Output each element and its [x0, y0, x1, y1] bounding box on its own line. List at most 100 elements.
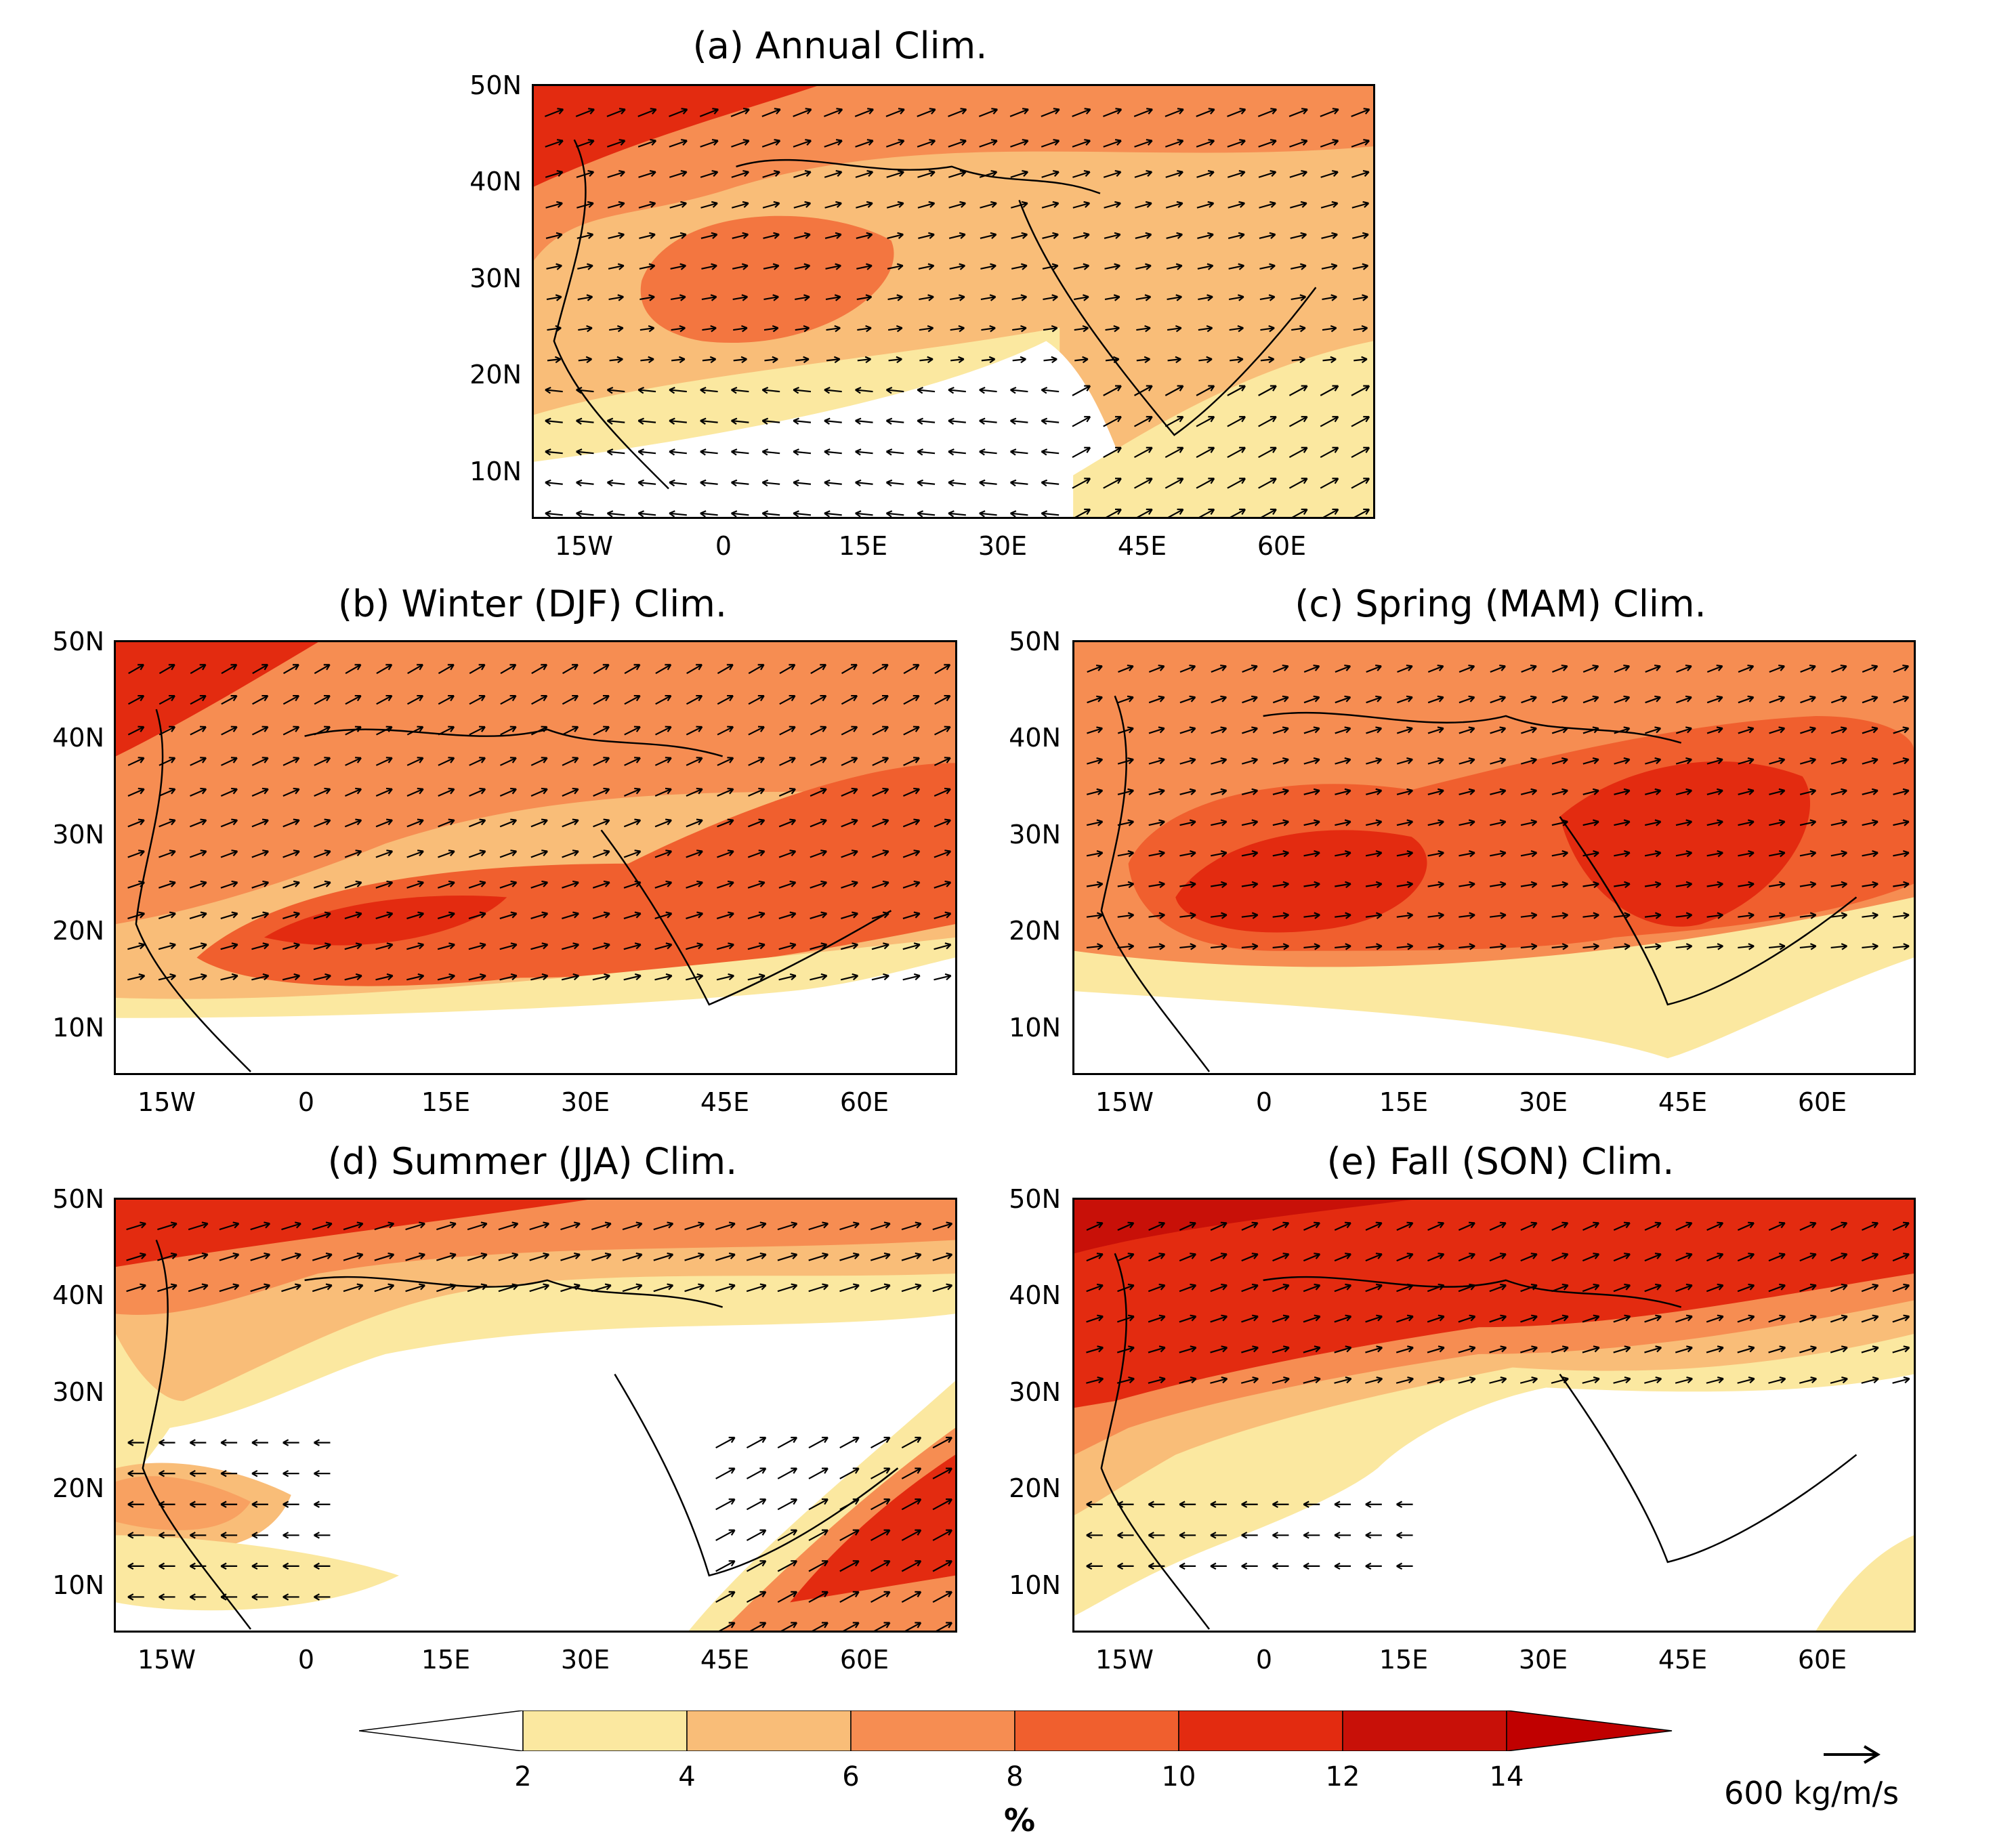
wind-vector	[1272, 1283, 1290, 1293]
wind-vector	[1614, 726, 1631, 734]
wind-vector	[1645, 726, 1662, 734]
wind-vector	[1074, 294, 1089, 301]
wind-vector	[1830, 788, 1847, 795]
wind-vector	[887, 232, 904, 239]
wind-vector	[312, 1221, 333, 1231]
wind-vector	[1257, 108, 1278, 117]
wind-vector	[438, 880, 455, 889]
wind-vector	[715, 1560, 736, 1572]
wind-vector	[157, 1252, 177, 1261]
wind-vector	[1830, 912, 1848, 919]
wind-vector	[1458, 1314, 1476, 1323]
wind-vector	[1459, 788, 1475, 795]
wind-vector	[593, 726, 610, 736]
wind-vector	[1830, 1345, 1848, 1353]
wind-vector	[824, 232, 842, 239]
wind-vector	[1520, 850, 1538, 858]
wind-vector	[638, 201, 656, 209]
wind-vector	[127, 1500, 144, 1508]
wind-vector	[810, 664, 827, 675]
wind-vector	[1288, 478, 1308, 489]
panel-title: (d) Summer (JJA) Clim.	[327, 1140, 738, 1183]
wind-vector	[777, 1252, 798, 1261]
wind-vector	[282, 880, 300, 889]
panel-title: (c) Spring (MAM) Clim.	[1295, 583, 1706, 625]
wind-vector	[1769, 819, 1786, 826]
wind-vector	[812, 1622, 828, 1631]
wind-vector	[885, 448, 904, 456]
wind-vector	[1706, 881, 1723, 889]
wind-vector	[608, 325, 624, 333]
wind-vector	[917, 108, 936, 117]
wind-vector	[313, 911, 331, 919]
wind-vector	[841, 849, 858, 858]
wind-vector	[1614, 695, 1631, 704]
wind-vector	[314, 1532, 331, 1539]
wind-vector	[808, 1221, 829, 1231]
wind-vector	[747, 911, 765, 919]
wind-vector	[979, 139, 998, 148]
wind-vector	[1427, 757, 1444, 765]
wind-vector	[1862, 881, 1879, 889]
wind-vector	[1334, 1562, 1351, 1570]
wind-vector	[374, 1252, 395, 1261]
wind-vector	[1582, 912, 1599, 919]
wind-vector	[684, 1283, 705, 1293]
wind-vector	[1893, 819, 1910, 826]
wind-vector	[438, 726, 455, 736]
wind-vector	[1261, 508, 1277, 517]
wind-vector	[1010, 510, 1028, 517]
wind-vector	[545, 448, 563, 456]
wind-vector	[669, 232, 687, 239]
wind-vector	[375, 757, 393, 766]
wind-vector	[1242, 665, 1258, 673]
wind-vector	[700, 201, 718, 209]
wind-vector	[251, 911, 270, 919]
wind-vector	[810, 757, 827, 766]
wind-vector	[793, 510, 812, 517]
lat-label: 20N	[469, 360, 522, 390]
wind-vector	[1644, 1221, 1662, 1231]
wind-vector	[700, 417, 718, 425]
wind-vector	[1043, 325, 1058, 333]
wind-vector	[282, 911, 300, 919]
wind-vector	[1303, 665, 1320, 673]
wind-vector	[1118, 695, 1134, 704]
wind-vector	[1272, 757, 1289, 765]
wind-vector	[250, 1221, 271, 1231]
wind-vector	[128, 664, 144, 675]
wind-vector	[1010, 139, 1029, 148]
lon-label: 45E	[1658, 1087, 1708, 1117]
wind-vector	[793, 417, 812, 425]
wind-vector	[684, 1221, 705, 1231]
wind-vector	[468, 880, 486, 889]
lat-label: 50N	[1009, 627, 1061, 656]
wind-vector	[1012, 325, 1027, 333]
wind-vector	[220, 1532, 238, 1539]
wind-vector	[1086, 1283, 1104, 1293]
wind-vector	[562, 694, 579, 705]
wind-vector	[1335, 757, 1351, 765]
wind-vector	[467, 1221, 488, 1231]
wind-vector	[498, 1283, 519, 1293]
wind-vector	[188, 1283, 209, 1293]
wind-vector	[220, 911, 238, 919]
wind-vector	[314, 726, 331, 736]
wind-vector	[903, 726, 920, 736]
wind-vector	[902, 818, 921, 828]
wind-vector	[1427, 912, 1444, 919]
wind-vector	[189, 1439, 207, 1446]
wind-vector	[824, 201, 842, 209]
wind-vector	[1582, 943, 1599, 950]
wind-vector	[545, 108, 564, 117]
wind-vector	[979, 479, 997, 487]
wind-vector	[1320, 478, 1339, 489]
wind-vector	[669, 386, 687, 394]
wind-vector	[700, 448, 718, 456]
wind-vector	[1335, 726, 1351, 734]
wind-vector	[885, 479, 904, 487]
wind-vector	[1320, 385, 1339, 396]
wind-vector	[1427, 1253, 1445, 1262]
wind-vector	[1179, 788, 1196, 795]
wind-vector	[1458, 1221, 1475, 1231]
